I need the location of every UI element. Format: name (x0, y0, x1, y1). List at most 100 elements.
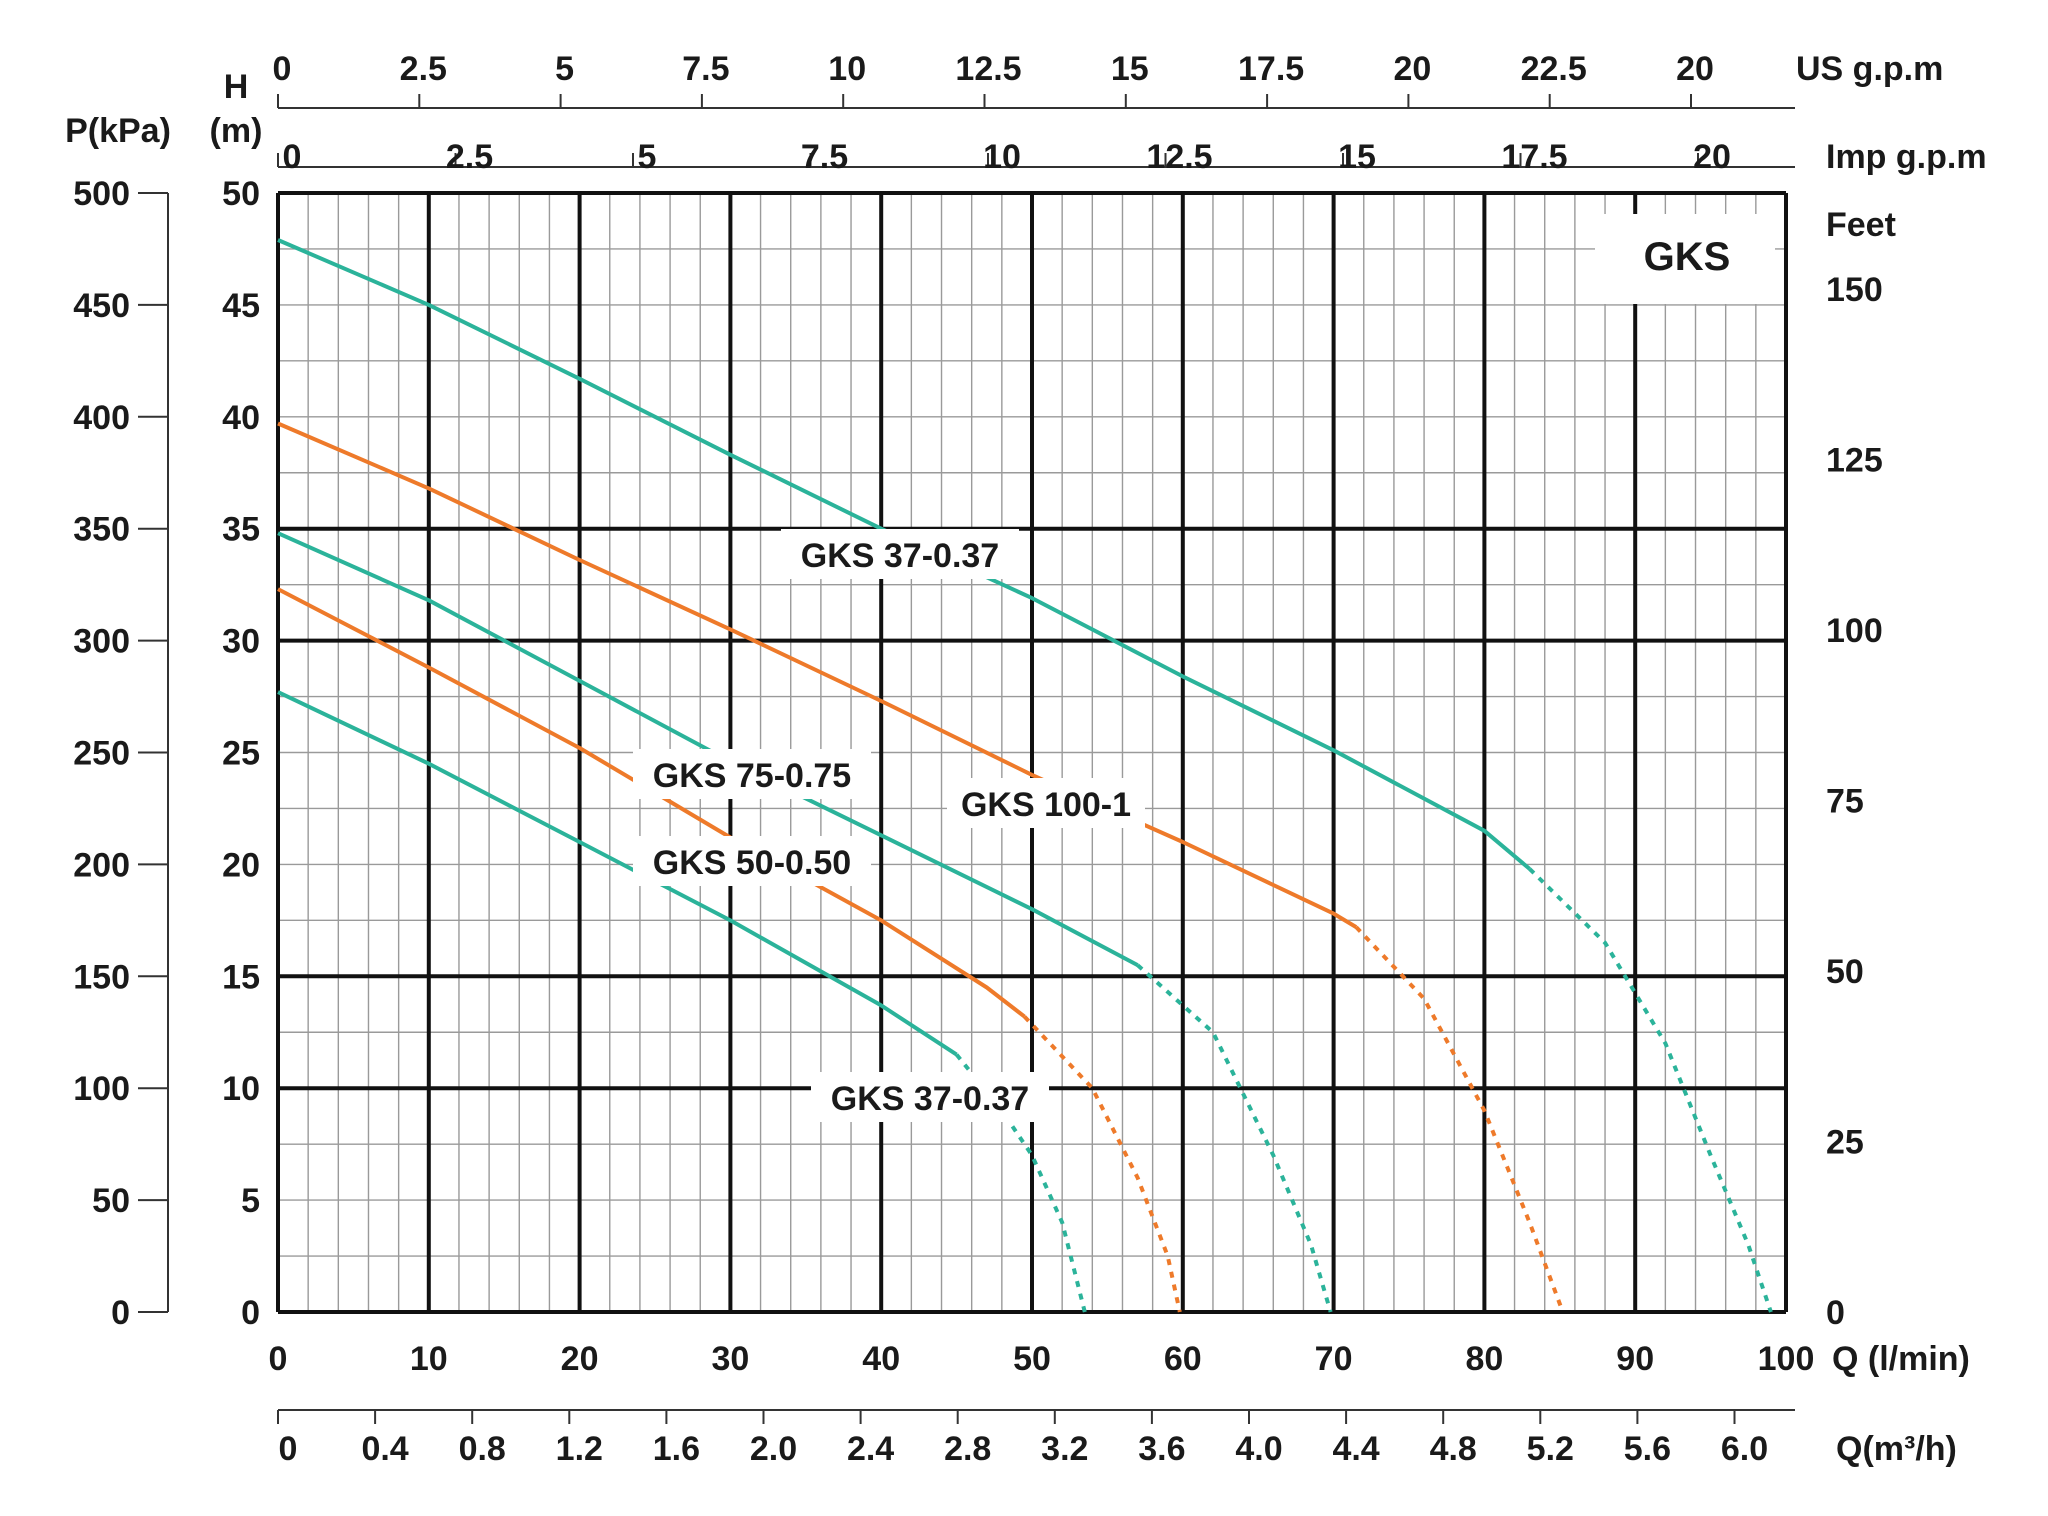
m3h-tick-label: 6.0 (1721, 1430, 1768, 1468)
m3h-tick-label: 1.2 (556, 1430, 603, 1468)
x-tick-label-lmin: 0 (269, 1340, 288, 1378)
x-tick-label-lmin: 10 (410, 1340, 448, 1378)
head-tick-label: 10 (222, 1070, 260, 1108)
series-line-dashed (1023, 1015, 1182, 1313)
m3h-tick-label: 1.6 (653, 1430, 700, 1468)
feet-axis-title: Feet (1826, 206, 1896, 244)
imp-gpm-tick-label: 12.5 (1146, 138, 1212, 176)
head-tick-label: 35 (222, 511, 260, 549)
imp-gpm-tick-label: 17.5 (1501, 138, 1567, 176)
us-gpm-tick-label: 12.5 (955, 50, 1021, 88)
feet-tick-label: 100 (1826, 612, 1883, 650)
imp-gpm-tick-label: 5 (638, 138, 657, 176)
series-label: GKS 75-0.75 (653, 757, 851, 795)
feet-tick-label: 125 (1826, 441, 1883, 479)
axes: 0 10 20 30 40 50 60 70 80 90 100 Q (l/min)0 0.4 0.8 1.… (65, 50, 1986, 1468)
head-tick-label: 5 (241, 1182, 260, 1220)
pressure-tick-label: 450 (73, 287, 130, 325)
pressure-tick-label: 200 (73, 846, 130, 884)
pressure-tick-label: 0 (111, 1294, 130, 1332)
m3h-tick-label: 0.8 (459, 1430, 506, 1468)
pressure-tick-label: 500 (73, 175, 130, 213)
series-line-solid (277, 421, 1358, 929)
chart-title-box (1595, 214, 1775, 304)
imp-gpm-tick-label: 15 (1338, 138, 1376, 176)
us-gpm-tick-label: 10 (828, 50, 866, 88)
imp-gpm-tick-label: 0 (283, 138, 302, 176)
series-label: GKS 100-1 (961, 786, 1131, 824)
x-tick-label-lmin: 50 (1013, 1340, 1051, 1378)
x-tick-label-lmin: 90 (1616, 1340, 1654, 1378)
m3h-tick-label: 3.2 (1041, 1430, 1088, 1468)
series-line-dashed (1136, 963, 1333, 1313)
series-label-bg (947, 778, 1145, 828)
us-gpm-tick-label: 17.5 (1238, 50, 1304, 88)
us-gpm-axis-title: US g.p.m (1796, 50, 1943, 88)
head-tick-label: 25 (222, 735, 260, 773)
m3h-tick-label: 4.4 (1332, 1430, 1379, 1468)
grid (276, 191, 1788, 1314)
pressure-tick-label: 50 (92, 1182, 130, 1220)
x-tick-label-lmin: 40 (862, 1340, 900, 1378)
imp-gpm-tick-label: 10 (983, 138, 1021, 176)
x-tick-label-lmin: 60 (1164, 1340, 1202, 1378)
feet-tick-label: 150 (1826, 271, 1883, 309)
m3h-tick-label: 2.4 (847, 1430, 894, 1468)
us-gpm-tick-label: 2.5 (400, 50, 447, 88)
m3h-tick-label: 2.0 (750, 1430, 797, 1468)
x-axis-title-lmin: Q (l/min) (1832, 1340, 1970, 1378)
m3h-tick-label: 5.6 (1624, 1430, 1671, 1468)
x-tick-label-lmin: 80 (1465, 1340, 1503, 1378)
head-tick-label: 45 (222, 287, 260, 325)
head-axis-title: H (224, 68, 249, 106)
series-label-bg (633, 749, 871, 799)
us-gpm-tick-label: 7.5 (682, 50, 729, 88)
feet-tick-label: 50 (1826, 953, 1864, 991)
feet-tick-label: 25 (1826, 1123, 1864, 1161)
series-label-bg (633, 836, 871, 886)
us-gpm-tick-label: 20 (1393, 50, 1431, 88)
head-tick-label: 50 (222, 175, 260, 213)
x-tick-label-lmin: 100 (1758, 1340, 1815, 1378)
labels: GKS GKS 37-0.37 GKS 50-0.50 GKS 75-0.75 GKS … (633, 214, 1775, 1122)
us-gpm-tick-label: 5 (555, 50, 574, 88)
series-line-solid (277, 587, 1026, 1019)
m3h-tick-label: 4.8 (1430, 1430, 1477, 1468)
x-tick-label-lmin: 20 (561, 1340, 599, 1378)
curves (277, 238, 1773, 1313)
head-tick-label: 20 (222, 846, 260, 884)
head-tick-label: 15 (222, 958, 260, 996)
imp-gpm-tick-label: 7.5 (801, 138, 848, 176)
pressure-tick-label: 350 (73, 511, 130, 549)
x-tick-label-lmin: 70 (1315, 1340, 1353, 1378)
imp-gpm-axis-title: Imp g.p.m (1826, 138, 1987, 176)
head-tick-label: 30 (222, 623, 260, 661)
us-gpm-tick-label: 20 (1676, 50, 1714, 88)
pressure-tick-label: 300 (73, 623, 130, 661)
series-label: GKS 50-0.50 (653, 844, 851, 882)
m3h-tick-label: 3.6 (1138, 1430, 1185, 1468)
pressure-tick-label: 100 (73, 1070, 130, 1108)
head-tick-label: 40 (222, 399, 260, 437)
us-gpm-tick-label: 22.5 (1521, 50, 1587, 88)
series-label-bg (781, 529, 1019, 579)
us-gpm-tick-label: 0 (273, 50, 292, 88)
series-line-dashed (1354, 925, 1565, 1313)
series-label-bg (811, 1072, 1049, 1122)
imp-gpm-tick-label: 20 (1693, 138, 1731, 176)
series-line-dashed (1528, 867, 1773, 1313)
m3h-axis-title: Q(m³/h) (1836, 1430, 1957, 1468)
m3h-tick-label: 4.0 (1235, 1430, 1282, 1468)
x-tick-label-lmin: 30 (711, 1340, 749, 1378)
chart-title: GKS (1644, 235, 1731, 279)
head-axis-unit: (m) (210, 112, 263, 150)
feet-tick-label: 75 (1826, 782, 1864, 820)
m3h-tick-label: 2.8 (944, 1430, 991, 1468)
m3h-tick-label: 0.4 (361, 1430, 408, 1468)
series-label: GKS 37-0.37 (801, 537, 999, 575)
m3h-tick-label: 5.2 (1527, 1430, 1574, 1468)
us-gpm-tick-label: 15 (1111, 50, 1149, 88)
pressure-tick-label: 150 (73, 958, 130, 996)
m3h-tick-label: 0 (279, 1430, 298, 1468)
